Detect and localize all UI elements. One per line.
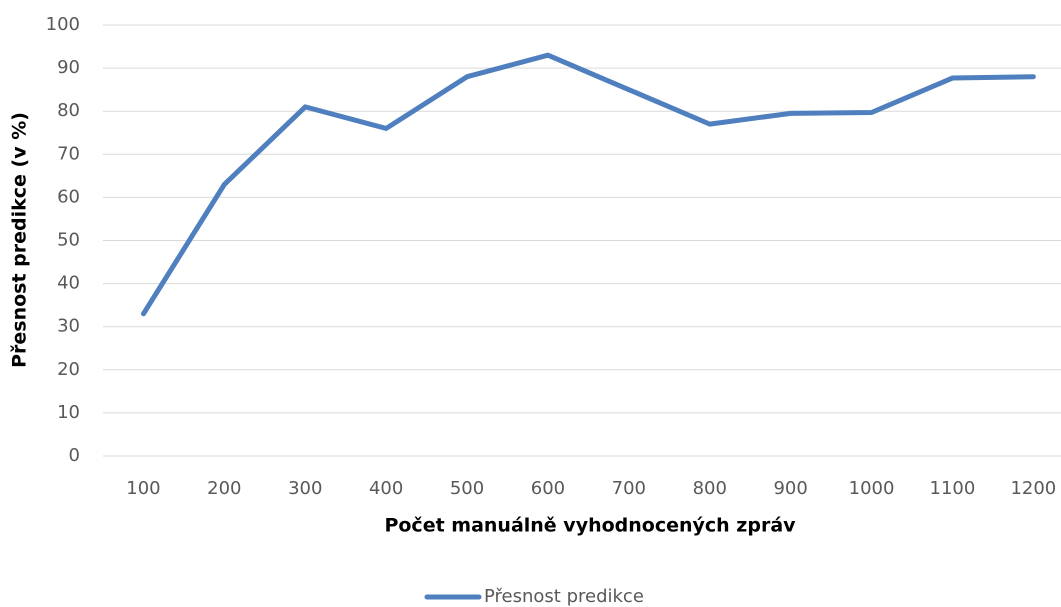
x-tick-label: 700	[612, 478, 646, 499]
x-tick-label: 800	[693, 478, 727, 499]
y-tick-label: 10	[57, 402, 80, 423]
legend-label: Přesnost predikce	[484, 586, 644, 607]
x-tick-label: 300	[288, 478, 322, 499]
x-tick-label: 600	[531, 478, 565, 499]
y-tick-label: 30	[57, 316, 80, 337]
y-tick-label: 70	[57, 143, 80, 164]
y-tick-label: 20	[57, 359, 80, 380]
y-tick-label: 40	[57, 273, 80, 294]
x-tick-label: 500	[450, 478, 484, 499]
line	[140, 52, 1036, 317]
y-axis-title: Přesnost predikce (v %)	[9, 112, 31, 368]
y-tick-label: 100	[46, 14, 80, 35]
x-tick-label: 400	[369, 478, 403, 499]
y-tick-label: 60	[57, 186, 80, 207]
x-tick-label: 900	[773, 478, 807, 499]
x-tick-label: 1200	[1010, 478, 1056, 499]
x-axis-title: Počet manuálně vyhodnocených zpráv	[384, 515, 796, 537]
y-tick-label: 50	[57, 230, 80, 251]
y-tick-label: 80	[57, 100, 80, 121]
x-tick-label: 100	[126, 478, 160, 499]
y-tick-label: 90	[57, 57, 80, 78]
x-tick-label: 1100	[930, 478, 976, 499]
x-tick-label: 1000	[849, 478, 895, 499]
x-tick-label: 200	[207, 478, 241, 499]
y-tick-label: 0	[69, 445, 80, 466]
